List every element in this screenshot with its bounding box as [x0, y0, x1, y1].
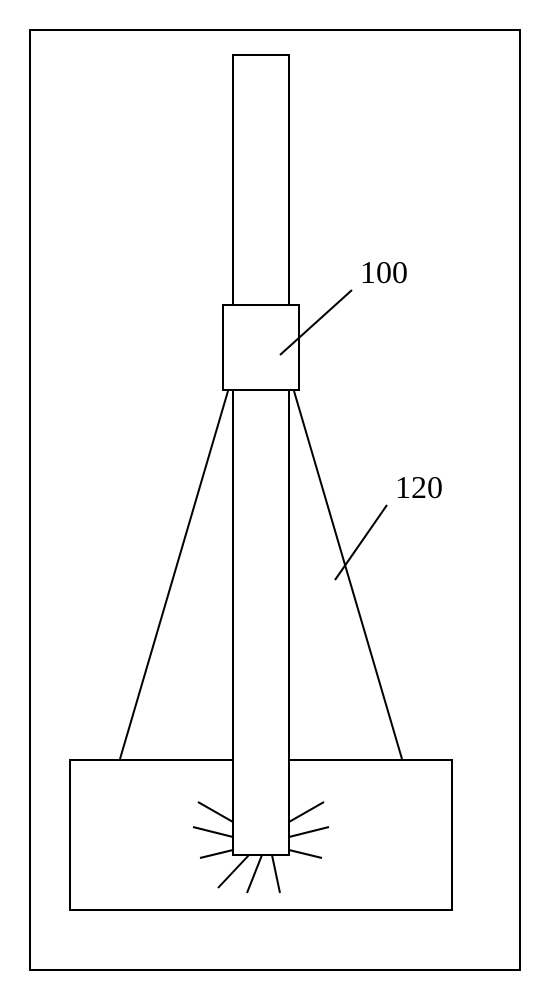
label-100: 100 [360, 254, 408, 291]
upper-shaft [233, 55, 289, 305]
diagram-svg [0, 0, 547, 1000]
guy-wire-right [294, 391, 402, 759]
technical-diagram: 100 120 [0, 0, 547, 1000]
guy-wire-left [120, 391, 228, 759]
leader-120 [335, 505, 387, 580]
label-120: 120 [395, 469, 443, 506]
lower-shaft [233, 390, 289, 855]
